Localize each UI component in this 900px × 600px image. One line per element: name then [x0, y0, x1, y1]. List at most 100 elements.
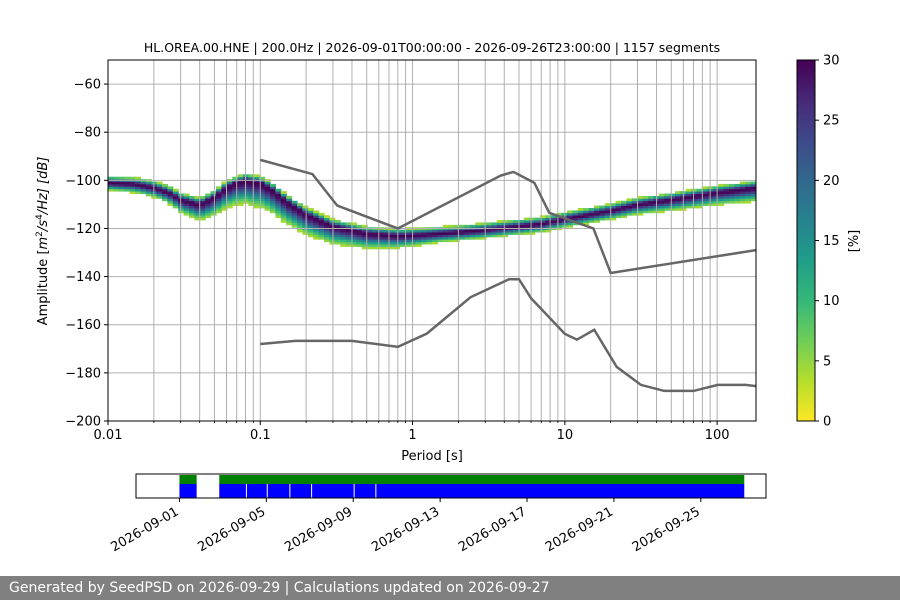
- heatmap-cell: [291, 210, 298, 214]
- heatmap-cell: [410, 229, 417, 233]
- heatmap-cell: [297, 205, 303, 209]
- heatmap-cell: [135, 183, 141, 187]
- heatmap-cell: [583, 210, 590, 214]
- heatmap-cell: [696, 191, 703, 194]
- heatmap-cell: [367, 229, 374, 233]
- heatmap-cell: [216, 193, 222, 197]
- heatmap-cell: [205, 212, 212, 216]
- heatmap-cell: [378, 244, 384, 247]
- heatmap-cell: [453, 232, 460, 235]
- heatmap-cell: [491, 222, 498, 226]
- heatmap-cell: [345, 234, 352, 238]
- availability-frame: [135, 473, 767, 499]
- heatmap-cell: [199, 217, 206, 221]
- heatmap-cell: [502, 234, 509, 238]
- heatmap-cell: [124, 186, 131, 190]
- heatmap-cell: [723, 183, 730, 187]
- heatmap-cell: [437, 234, 444, 238]
- heatmap-cell: [248, 195, 255, 199]
- heatmap-cell: [745, 191, 752, 194]
- heatmap-cell: [502, 220, 509, 223]
- heatmap-cell: [313, 217, 320, 221]
- heatmap-cell: [118, 183, 125, 187]
- heatmap-cell: [356, 236, 363, 240]
- heatmap-cell: [486, 229, 492, 233]
- heatmap-cell: [383, 232, 390, 235]
- heatmap-cell: [739, 186, 746, 190]
- heatmap-cell: [459, 229, 465, 233]
- heatmap-cell: [216, 198, 222, 202]
- heatmap-cell: [421, 232, 428, 235]
- heatmap-cell: [199, 212, 206, 216]
- heatmap-cell: [410, 244, 417, 247]
- heatmap-cell: [259, 188, 266, 192]
- heatmap-cell: [718, 188, 725, 192]
- heatmap-cell: [259, 186, 266, 190]
- colorbar-tick-label: 15: [823, 234, 840, 249]
- heatmap-cell: [216, 200, 222, 204]
- heatmap-cell: [610, 203, 617, 207]
- heatmap-cell: [410, 234, 417, 238]
- heatmap-cell: [745, 188, 752, 192]
- heatmap-cell: [307, 208, 314, 211]
- heatmap-cell: [340, 234, 347, 238]
- heatmap-cell: [124, 183, 131, 187]
- heatmap-cell: [739, 191, 746, 194]
- heatmap-cell: [172, 200, 179, 204]
- heatmap-cell: [367, 239, 374, 243]
- heatmap-cell: [545, 229, 552, 233]
- heatmap-cell: [529, 222, 536, 226]
- heatmap-cell: [172, 195, 179, 199]
- heatmap-cell: [280, 205, 287, 209]
- heatmap-cell: [178, 210, 185, 214]
- heatmap-cell: [739, 195, 746, 199]
- heatmap-cell: [588, 212, 595, 216]
- heatmap-cell: [712, 186, 719, 190]
- heatmap-cell: [388, 239, 395, 243]
- heatmap-cell: [226, 183, 233, 187]
- heatmap-cell: [275, 203, 282, 207]
- heatmap-cell: [270, 186, 276, 190]
- heatmap-cell: [108, 176, 114, 180]
- heatmap-cell: [739, 193, 746, 197]
- heatmap-cell: [604, 212, 611, 216]
- heatmap-cell: [318, 215, 325, 219]
- heatmap-cell: [232, 176, 239, 180]
- heatmap-cell: [675, 191, 681, 194]
- heatmap-cell: [318, 232, 325, 235]
- heatmap-cell: [583, 220, 590, 223]
- heatmap-cell: [685, 191, 692, 194]
- heatmap-cell: [545, 220, 552, 223]
- heatmap-cell: [291, 203, 298, 207]
- heatmap-cell: [280, 193, 287, 197]
- heatmap-cell: [324, 234, 330, 238]
- heatmap-cell: [675, 203, 681, 207]
- heatmap-cell: [615, 212, 622, 216]
- heatmap-cell: [734, 186, 741, 190]
- heatmap-cell: [205, 195, 212, 199]
- heatmap-cell: [372, 236, 379, 240]
- x-tick-label: 0.1: [250, 428, 271, 443]
- heatmap-cell: [129, 188, 136, 192]
- heatmap-cell: [221, 188, 228, 192]
- availability-data-segment: [179, 475, 197, 484]
- heatmap-cell: [405, 229, 411, 233]
- heatmap-cell: [610, 208, 617, 211]
- heatmap-cell: [302, 232, 309, 235]
- heatmap-cell: [486, 232, 492, 235]
- heatmap-cell: [523, 232, 530, 235]
- heatmap-cell: [356, 229, 363, 233]
- heatmap-cell: [253, 188, 260, 192]
- heatmap-cell: [745, 186, 752, 190]
- heatmap-cell: [421, 241, 428, 245]
- heatmap-cell: [604, 217, 611, 221]
- heatmap-cell: [302, 210, 309, 214]
- heatmap-cell: [583, 208, 590, 211]
- heatmap-cell: [626, 200, 633, 204]
- heatmap-cell: [205, 198, 212, 202]
- heatmap-cell: [351, 232, 357, 235]
- heatmap-cell: [702, 193, 708, 197]
- heatmap-cell: [388, 229, 395, 233]
- heatmap-cell: [232, 193, 239, 197]
- heatmap-cell: [664, 195, 671, 199]
